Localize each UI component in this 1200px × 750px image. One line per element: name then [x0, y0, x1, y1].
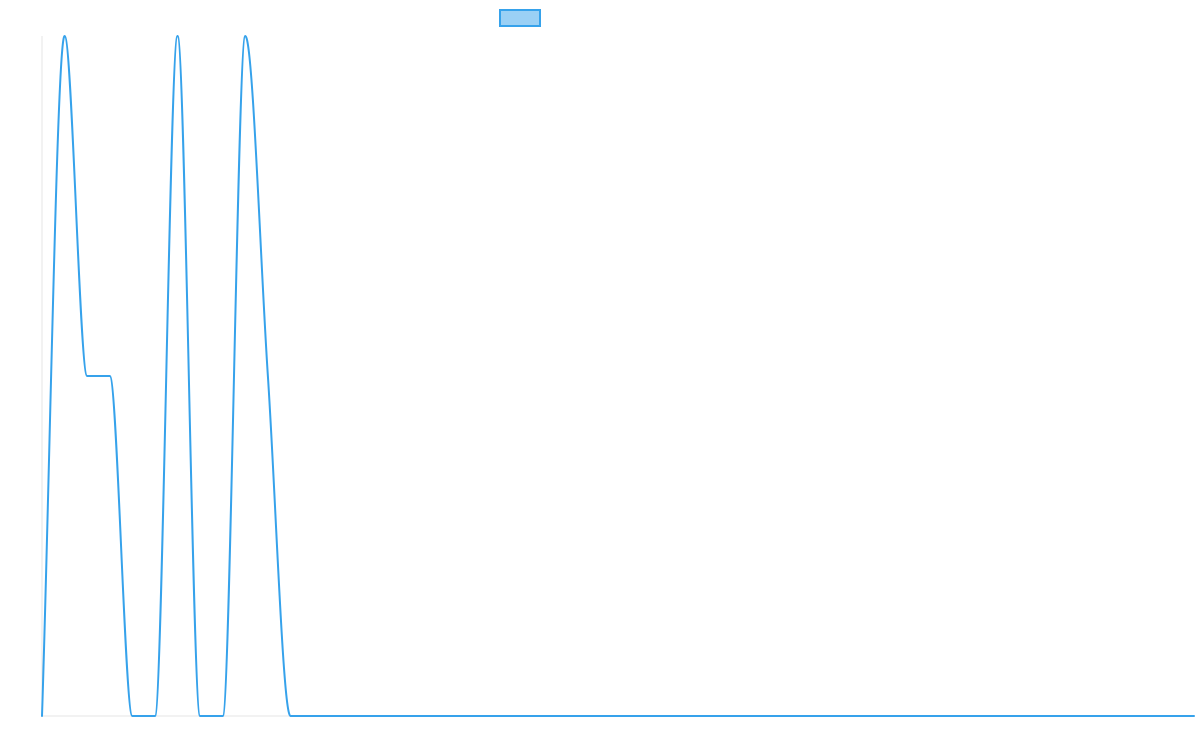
data-point[interactable] — [1055, 713, 1061, 719]
data-point[interactable] — [581, 713, 587, 719]
data-point[interactable] — [446, 713, 452, 719]
data-point[interactable] — [694, 713, 700, 719]
data-point[interactable] — [62, 33, 68, 39]
data-point[interactable] — [107, 373, 113, 379]
data-point[interactable] — [355, 713, 361, 719]
data-point[interactable] — [807, 713, 813, 719]
data-point[interactable] — [536, 713, 542, 719]
data-point[interactable] — [513, 713, 519, 719]
data-point[interactable] — [1010, 713, 1016, 719]
data-point[interactable] — [626, 713, 632, 719]
data-point[interactable] — [423, 713, 429, 719]
data-point[interactable] — [943, 713, 949, 719]
data-point[interactable] — [875, 713, 881, 719]
data-point[interactable] — [1146, 713, 1152, 719]
data-point[interactable] — [333, 713, 339, 719]
data-point[interactable] — [1033, 713, 1039, 719]
data-point[interactable] — [1078, 713, 1084, 719]
data-point[interactable] — [852, 713, 858, 719]
legend[interactable] — [499, 9, 541, 27]
data-point[interactable] — [129, 713, 135, 719]
data-point[interactable] — [287, 713, 293, 719]
data-point[interactable] — [671, 713, 677, 719]
data-point[interactable] — [1101, 713, 1107, 719]
data-point[interactable] — [197, 713, 203, 719]
data-point[interactable] — [784, 713, 790, 719]
data-point[interactable] — [1168, 713, 1174, 719]
data-point[interactable] — [1123, 713, 1129, 719]
data-point[interactable] — [988, 713, 994, 719]
data-point[interactable] — [152, 713, 158, 719]
data-point[interactable] — [220, 713, 226, 719]
series-layer — [39, 33, 1197, 719]
data-point[interactable] — [400, 713, 406, 719]
data-point[interactable] — [1191, 713, 1197, 719]
data-point[interactable] — [39, 713, 45, 719]
data-point[interactable] — [559, 713, 565, 719]
data-point[interactable] — [897, 713, 903, 719]
data-point[interactable] — [762, 713, 768, 719]
data-point[interactable] — [649, 713, 655, 719]
legend-swatch[interactable] — [499, 9, 541, 27]
data-point[interactable] — [84, 373, 90, 379]
data-point[interactable] — [265, 373, 271, 379]
data-point[interactable] — [920, 713, 926, 719]
data-point[interactable] — [604, 713, 610, 719]
data-point[interactable] — [242, 33, 248, 39]
data-point[interactable] — [965, 713, 971, 719]
data-point[interactable] — [468, 713, 474, 719]
data-point[interactable] — [491, 713, 497, 719]
data-point[interactable] — [175, 33, 181, 39]
series-line[interactable] — [41, 35, 1195, 717]
data-point[interactable] — [830, 713, 836, 719]
data-point[interactable] — [378, 713, 384, 719]
data-point[interactable] — [739, 713, 745, 719]
axes — [41, 36, 1194, 717]
data-point[interactable] — [310, 713, 316, 719]
data-point[interactable] — [717, 713, 723, 719]
